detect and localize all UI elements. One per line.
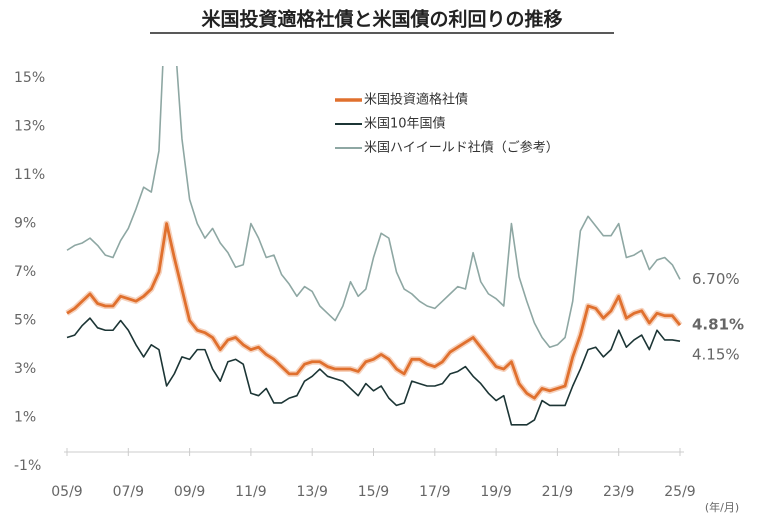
series-line <box>66 66 681 349</box>
y-tick-label: 13% <box>14 119 45 135</box>
x-tick-label: 25/9 <box>664 484 695 500</box>
x-tick-label: 23/9 <box>603 484 634 500</box>
series-line <box>66 222 682 400</box>
x-tick-label: 15/9 <box>358 484 389 500</box>
x-tick-label: 19/9 <box>480 484 511 500</box>
x-tick-label: 17/9 <box>419 484 450 500</box>
end-label: 4.15% <box>692 346 740 364</box>
end-label: 6.70% <box>692 270 740 288</box>
plot-area <box>65 66 683 426</box>
x-tick-label: 21/9 <box>542 484 573 500</box>
y-tick-label: 1% <box>14 410 36 426</box>
x-unit: (年/月) <box>705 500 739 514</box>
y-tick-label: 7% <box>14 264 36 280</box>
x-tick-label: 05/9 <box>51 484 82 500</box>
y-tick-label: 15% <box>14 70 45 86</box>
x-tick-label: 07/9 <box>113 484 144 500</box>
legend-label: 米国10年国債 <box>364 117 446 132</box>
x-tick-label: 13/9 <box>296 484 327 500</box>
y-tick-label: 11% <box>14 167 45 183</box>
y-tick-label: 5% <box>14 313 36 329</box>
x-tick-label: 09/9 <box>174 484 205 500</box>
series-line <box>66 317 681 426</box>
chart-title: 米国投資適格社債と米国債の利回りの推移 <box>201 8 562 31</box>
legend-label: 米国投資適格社債 <box>364 92 468 108</box>
end-label: 4.81% <box>692 316 744 334</box>
y-tick-label: 3% <box>14 361 36 377</box>
y-tick-label: 9% <box>14 216 36 232</box>
legend-label: 米国ハイイールド社債（ご参考） <box>364 140 559 156</box>
y-tick-label: -1% <box>14 458 41 474</box>
x-tick-label: 11/9 <box>235 484 266 500</box>
